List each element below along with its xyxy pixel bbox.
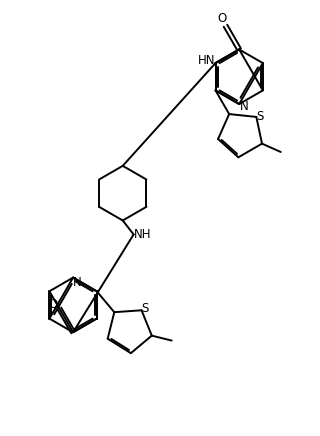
Text: HN: HN [198,54,216,67]
Text: NH: NH [134,228,152,241]
Text: O: O [218,13,227,25]
Text: S: S [141,302,149,315]
Text: N: N [240,100,249,113]
Text: O: O [48,298,57,311]
Text: S: S [256,110,264,123]
Text: N: N [72,276,81,289]
